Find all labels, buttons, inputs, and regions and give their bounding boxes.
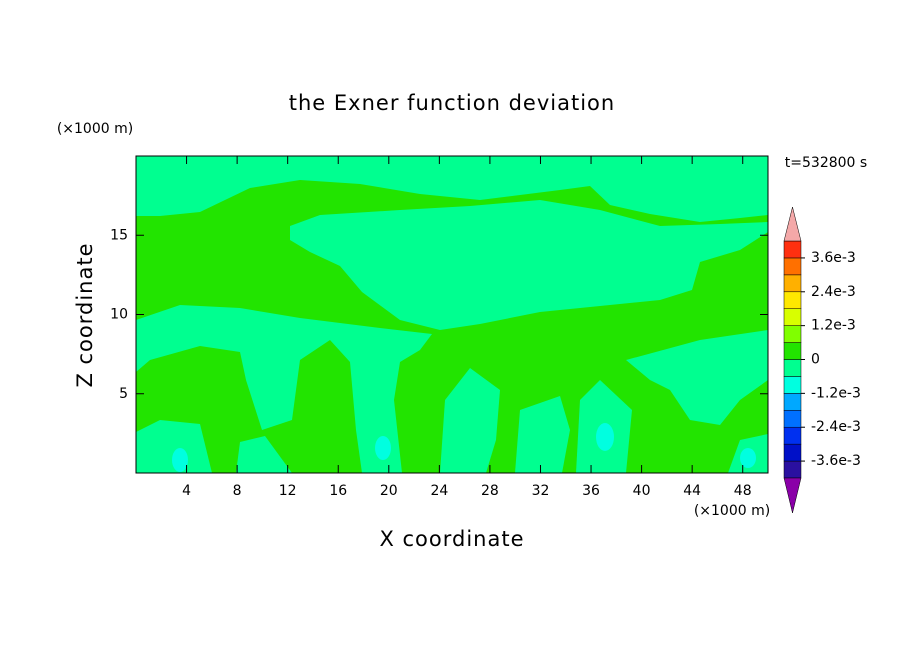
contour-field <box>136 156 768 473</box>
colorbar-band <box>783 257 802 276</box>
colorbar-band <box>783 426 802 445</box>
x-tick-label: 48 <box>734 483 752 499</box>
x-tick-label: 24 <box>430 483 448 499</box>
contour-band <box>236 436 292 473</box>
y-axis-label: Z coordinate <box>73 242 97 387</box>
contour-band <box>172 448 188 472</box>
x-tick-label: 28 <box>481 483 499 499</box>
contour-band <box>515 396 570 473</box>
x-tick-label: 44 <box>683 483 701 499</box>
contour-band <box>740 448 756 468</box>
x-tick-label: 8 <box>233 483 242 499</box>
x-tick-label: 32 <box>532 483 550 499</box>
contour-band <box>626 330 768 425</box>
x-tick-label: 20 <box>380 483 398 499</box>
contour-band <box>596 423 614 451</box>
x-tick-label: 4 <box>182 483 191 499</box>
contour-band <box>440 368 500 473</box>
x-tick-label: 40 <box>633 483 651 499</box>
colorbar-band <box>783 308 802 326</box>
chart-title: the Exner function deviation <box>289 91 615 115</box>
colorbar-band <box>783 240 802 259</box>
colorbar-band <box>783 410 802 428</box>
colorbar-band <box>783 443 802 462</box>
colorbar-band <box>783 325 802 343</box>
contour-band <box>375 436 391 460</box>
y-tick-label: 10 <box>110 307 128 323</box>
contour-band <box>136 156 768 222</box>
contour-band <box>290 200 768 330</box>
y-unit: (×1000 m) <box>57 121 133 137</box>
colorbar-label: 0 <box>811 352 820 368</box>
colorbar-band <box>783 274 802 293</box>
colorbar-label: -2.4e-3 <box>811 419 861 435</box>
colorbar-label: 2.4e-3 <box>811 284 856 300</box>
contour-band <box>136 420 212 473</box>
colorbar-band <box>783 376 802 394</box>
colorbar-band <box>783 393 802 411</box>
colorbar-band <box>783 460 802 479</box>
colorbar-label: -3.6e-3 <box>811 453 861 469</box>
x-tick-label: 36 <box>582 483 600 499</box>
colorbar-band <box>783 359 802 377</box>
x-tick-label: 12 <box>279 483 297 499</box>
colorbar-under <box>783 477 802 514</box>
colorbar-label: 3.6e-3 <box>811 250 856 266</box>
x-axis-label: X coordinate <box>379 527 524 551</box>
colorbar-label: 1.2e-3 <box>811 318 856 334</box>
y-tick-label: 15 <box>110 227 128 243</box>
colorbar-band <box>783 342 802 360</box>
colorbar-label: -1.2e-3 <box>811 385 861 401</box>
colorbar-band <box>783 291 802 309</box>
colorbar-over <box>783 206 802 242</box>
time-label: t=532800 s <box>785 155 867 171</box>
y-tick-label: 5 <box>119 386 128 402</box>
x-tick-label: 16 <box>329 483 347 499</box>
x-unit: (×1000 m) <box>694 503 770 519</box>
contour-band <box>136 305 432 473</box>
